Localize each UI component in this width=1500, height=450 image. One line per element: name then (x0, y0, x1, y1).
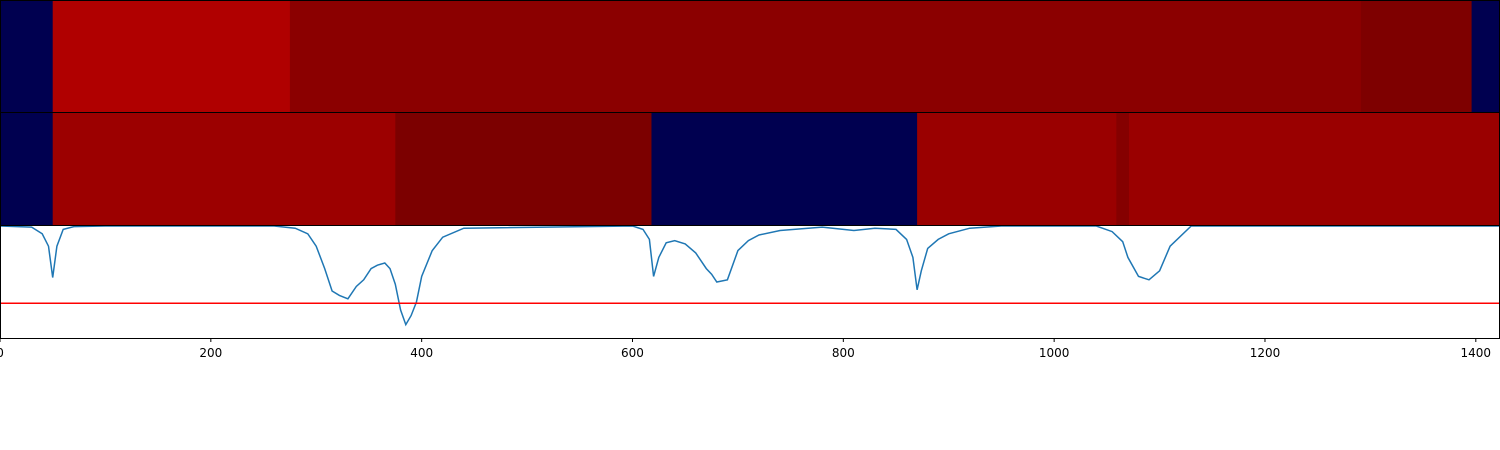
x-axis: 0 200 400 600 800 1000 1200 1400 (0, 0, 1500, 360)
segment-strip-top (0, 1, 1500, 112)
x-tick-label: 0 (0, 346, 4, 360)
x-tick-label: 200 (199, 346, 222, 360)
strip-1-segment-1 (52, 1, 291, 112)
strip-2-segment-0 (0, 113, 54, 225)
strip-2-segment-5 (1116, 113, 1130, 225)
segment-strip-middle (0, 113, 1500, 225)
strip-2-segment-6 (1128, 113, 1500, 225)
x-tick-label: 600 (621, 346, 644, 360)
panel-frame-3 (0, 225, 1500, 339)
strip-2-segment-2 (395, 113, 652, 225)
strip-1-segment-4 (1471, 1, 1500, 112)
strip-1-segment-3 (1360, 1, 1473, 112)
strip-2-segment-4 (917, 113, 1117, 225)
signal-line-series (0, 225, 1499, 327)
x-tick-label: 800 (832, 346, 855, 360)
line-plot-panel (0, 225, 1500, 327)
x-tick-label: 1200 (1250, 346, 1281, 360)
x-tick-label: 400 (410, 346, 433, 360)
strip-2-segment-1 (52, 113, 396, 225)
strip-2-segment-3 (651, 113, 918, 225)
x-tick-label: 1000 (1039, 346, 1070, 360)
strip-1-segment-0 (0, 1, 54, 112)
x-tick-label: 1400 (1461, 346, 1492, 360)
strip-1-segment-2 (289, 1, 1362, 112)
